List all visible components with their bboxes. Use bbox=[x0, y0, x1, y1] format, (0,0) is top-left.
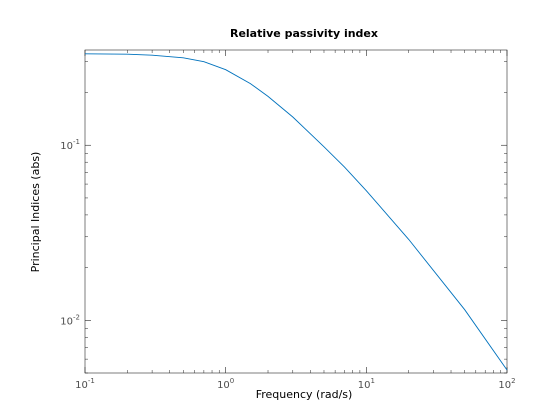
x-tick-label: 101 bbox=[358, 377, 375, 391]
y-tick-label: 10-1 bbox=[60, 138, 80, 152]
plot-area: 10-1 100 101 102 10-2 10-1 bbox=[60, 49, 516, 391]
axes-box bbox=[84, 49, 508, 374]
x-tick-label: 10-1 bbox=[75, 377, 95, 391]
x-tick-label: 100 bbox=[217, 377, 234, 391]
y-tick-label: 10-2 bbox=[60, 313, 80, 327]
x-axis-label: Frequency (rad/s) bbox=[256, 388, 353, 401]
series-line bbox=[84, 53, 508, 371]
chart-title: Relative passivity index bbox=[230, 27, 378, 40]
y-axis-label: Principal Indices (abs) bbox=[29, 152, 42, 273]
x-tick-label: 102 bbox=[498, 377, 515, 391]
